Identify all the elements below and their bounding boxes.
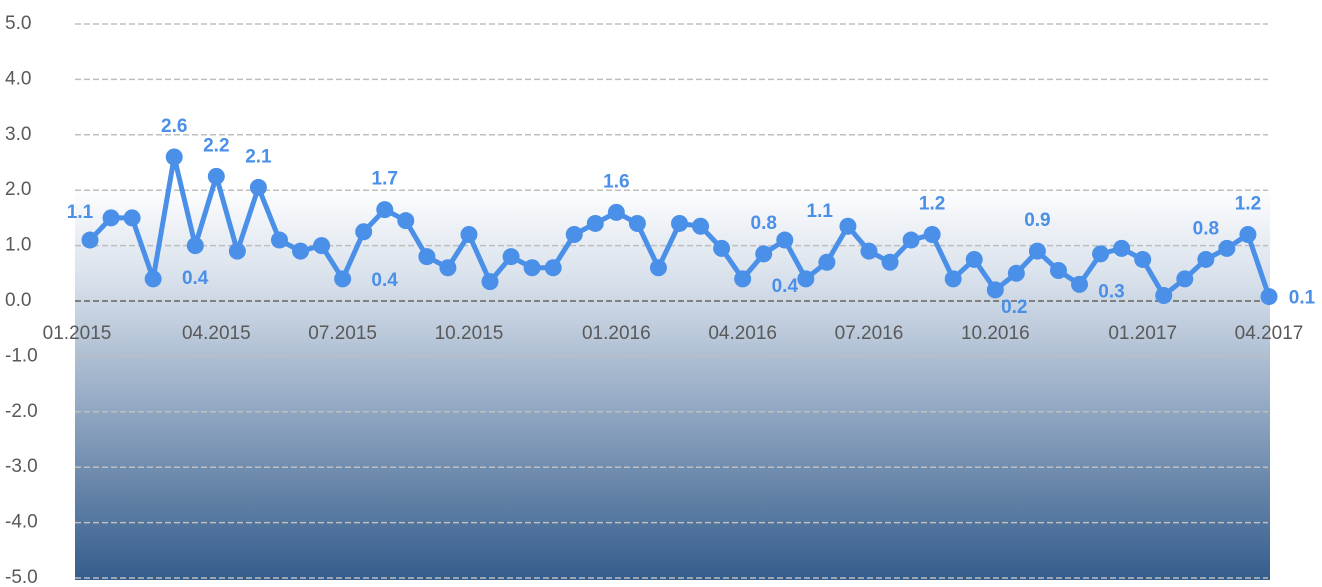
data-label: 1.2	[919, 194, 945, 215]
data-label: 0.1	[1289, 288, 1316, 309]
data-point	[228, 242, 246, 260]
data-label: 2.2	[203, 135, 229, 156]
data-point	[523, 259, 541, 277]
y-tick-label: -3.0	[5, 456, 38, 477]
data-point	[755, 245, 773, 263]
data-label: 2.6	[161, 116, 187, 137]
y-tick-label: 4.0	[5, 68, 31, 89]
data-point	[860, 242, 878, 260]
data-point	[1260, 288, 1278, 306]
data-point	[1007, 264, 1025, 282]
data-point	[418, 248, 436, 266]
data-label: 1.6	[603, 171, 629, 192]
data-point	[1197, 250, 1215, 268]
data-point	[1092, 245, 1110, 263]
data-point	[439, 259, 457, 277]
data-point	[628, 214, 646, 232]
data-label: 0.8	[1193, 218, 1219, 239]
data-label: 0.4	[772, 276, 799, 297]
data-point	[334, 270, 352, 288]
data-label: 0.8	[751, 213, 777, 234]
data-label: 1.2	[1235, 194, 1261, 215]
data-point	[713, 239, 731, 257]
data-point	[1113, 239, 1131, 257]
data-label: 0.4	[182, 268, 209, 289]
data-label: 0.4	[371, 270, 398, 291]
data-label: 2.1	[245, 146, 272, 167]
data-point	[397, 212, 415, 230]
data-label: 0.9	[1024, 210, 1050, 231]
data-point	[1134, 250, 1152, 268]
y-tick-label: -4.0	[5, 512, 38, 533]
x-tick-label: 04.2015	[182, 323, 251, 344]
y-tick-label: -1.0	[5, 345, 38, 366]
data-point	[1176, 270, 1194, 288]
data-point	[1155, 286, 1173, 304]
data-point	[586, 214, 604, 232]
plot-background	[75, 185, 1270, 580]
data-point	[1218, 239, 1236, 257]
data-label: 1.1	[807, 201, 834, 222]
data-point	[692, 217, 710, 235]
data-point	[986, 281, 1004, 299]
data-point	[355, 223, 373, 241]
data-point	[1028, 242, 1046, 260]
data-point	[797, 270, 815, 288]
x-tick-label: 07.2016	[835, 323, 904, 344]
data-point	[923, 226, 941, 244]
data-point	[839, 217, 857, 235]
y-tick-label: -2.0	[5, 401, 38, 422]
x-tick-label: 01.2016	[582, 323, 651, 344]
y-tick-label: 5.0	[5, 13, 31, 34]
data-point	[313, 237, 331, 255]
data-label: 1.7	[372, 169, 398, 190]
data-point	[818, 253, 836, 271]
data-point	[902, 231, 920, 249]
data-point	[102, 209, 120, 227]
x-tick-label: 07.2015	[308, 323, 377, 344]
data-point	[1071, 275, 1089, 293]
data-point	[881, 253, 899, 271]
data-point	[376, 201, 394, 219]
data-point	[607, 203, 625, 221]
x-tick-label: 01.2017	[1108, 323, 1177, 344]
x-tick-label: 10.2016	[961, 323, 1030, 344]
data-point	[944, 270, 962, 288]
data-point	[1049, 262, 1067, 280]
x-tick-label: 10.2015	[435, 323, 504, 344]
data-point	[671, 214, 688, 232]
data-point	[123, 209, 141, 227]
data-point	[270, 231, 288, 249]
x-tick-label: 01.2015	[43, 323, 112, 344]
data-point	[81, 231, 99, 249]
y-tick-label: 2.0	[5, 179, 31, 200]
x-tick-label: 04.2016	[708, 323, 777, 344]
data-point	[460, 226, 478, 244]
data-point	[734, 270, 752, 288]
data-point	[186, 237, 204, 255]
data-point	[544, 259, 562, 277]
data-point	[249, 178, 267, 196]
data-label: 0.3	[1098, 281, 1124, 302]
data-point	[649, 259, 667, 277]
y-tick-label: 3.0	[5, 124, 31, 145]
data-point	[207, 167, 225, 185]
data-point	[776, 231, 794, 249]
data-point	[965, 250, 983, 268]
data-point	[565, 226, 583, 244]
data-point	[292, 242, 310, 260]
data-point	[165, 148, 183, 166]
data-point	[144, 270, 162, 288]
y-tick-label: 1.0	[5, 235, 31, 256]
data-label: 0.2	[1001, 297, 1027, 318]
y-tick-label: -5.0	[5, 567, 38, 587]
data-point	[1239, 226, 1257, 244]
data-label: 1.1	[67, 202, 94, 223]
data-point	[502, 248, 520, 266]
x-tick-label: 04.2017	[1235, 323, 1304, 344]
y-tick-label: 0.0	[5, 290, 31, 311]
data-point	[481, 273, 499, 291]
